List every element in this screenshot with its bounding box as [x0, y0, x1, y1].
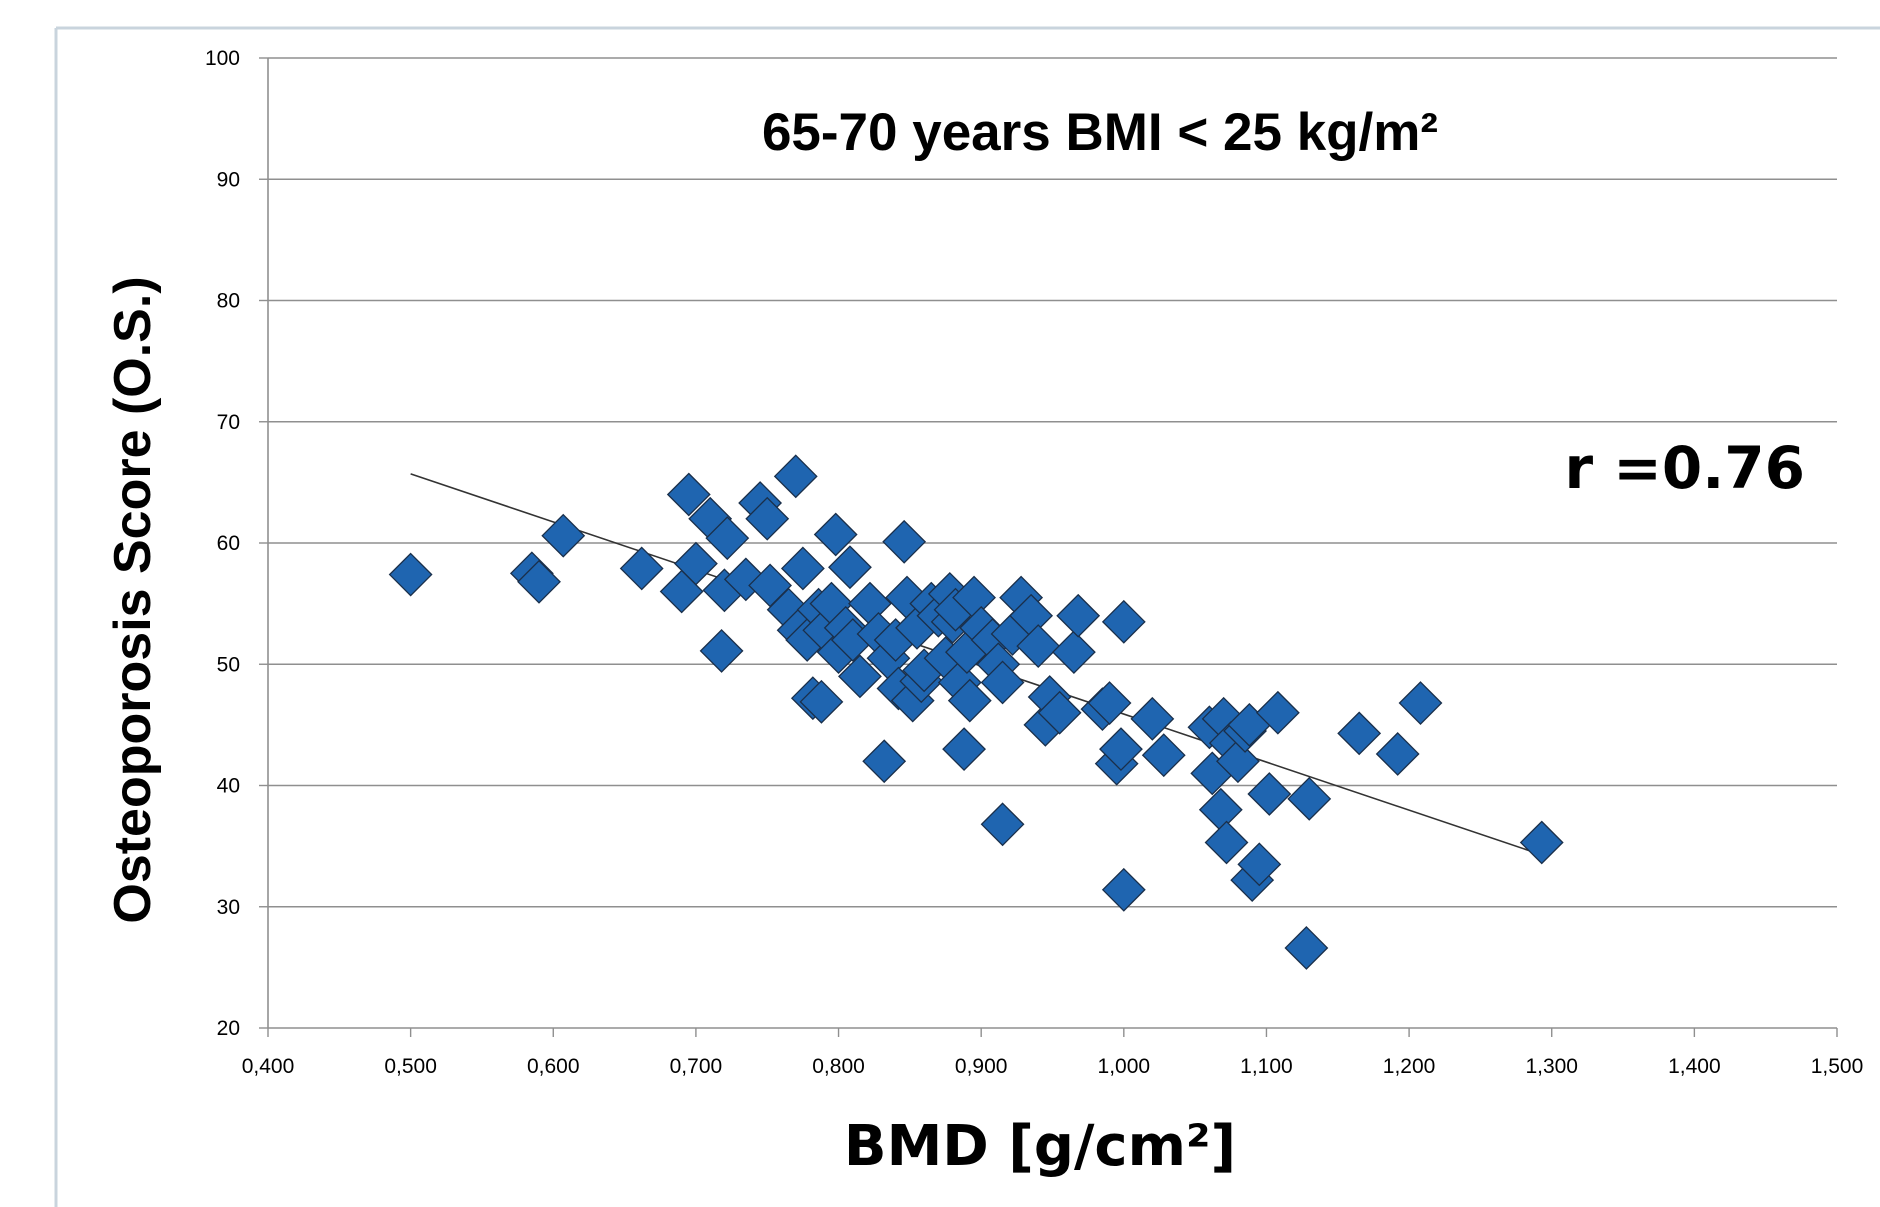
x-tick-label-11: 1,500: [1811, 1055, 1864, 1078]
y-tick-labels: 20 30 40 50 60 70 80 90 100: [205, 47, 240, 1040]
data-point: [1338, 712, 1380, 754]
x-tick-label-0: 0,400: [242, 1055, 295, 1078]
data-point: [1377, 733, 1419, 775]
y-tick-label-50: 50: [217, 653, 240, 676]
x-tick-label-7: 1,100: [1240, 1055, 1293, 1078]
data-point: [1103, 869, 1145, 911]
data-point: [883, 521, 925, 563]
data-point: [1248, 773, 1290, 815]
data-point: [1053, 631, 1095, 673]
x-tick-label-8: 1,200: [1383, 1055, 1436, 1078]
x-tick-label-5: 0,900: [955, 1055, 1008, 1078]
x-tick-label-10: 1,400: [1668, 1055, 1721, 1078]
y-tick-label-70: 70: [217, 411, 240, 434]
x-tick-label-1: 0,500: [384, 1055, 437, 1078]
x-tick-label-3: 0,700: [670, 1055, 723, 1078]
y-tick-label-20: 20: [217, 1017, 240, 1040]
data-point: [1143, 734, 1185, 776]
data-point: [1206, 821, 1248, 863]
x-tick-label-2: 0,600: [527, 1055, 580, 1078]
data-point: [775, 455, 817, 497]
data-point: [1057, 595, 1099, 637]
data-point: [1285, 927, 1327, 969]
data-point: [1288, 778, 1330, 820]
data-points: [390, 455, 1563, 969]
axes: [259, 58, 1837, 1037]
data-point: [621, 547, 663, 589]
x-axis-label: BMD [g/cm²]: [844, 1114, 1236, 1179]
x-tick-label-4: 0,800: [812, 1055, 865, 1078]
y-tick-label-40: 40: [217, 775, 240, 798]
data-point: [1103, 601, 1145, 643]
data-point: [982, 803, 1024, 845]
y-tick-label-80: 80: [217, 290, 240, 313]
data-point: [390, 554, 432, 596]
data-point: [1131, 698, 1173, 740]
x-tick-labels: 0,400 0,500 0,600 0,700 0,800 0,900 1,000 1,100…: [242, 1055, 1864, 1078]
x-tick-label-6: 1,000: [1098, 1055, 1151, 1078]
correlation-annotation: r =0.76: [1565, 434, 1806, 502]
data-point: [1200, 789, 1242, 831]
y-tick-label-100: 100: [205, 47, 240, 70]
x-tick-label-9: 1,300: [1525, 1055, 1578, 1078]
y-tick-label-90: 90: [217, 168, 240, 191]
data-point: [1521, 821, 1563, 863]
data-point: [943, 728, 985, 770]
y-axis-label: Osteoporosis Score (O.S.): [104, 276, 162, 923]
data-point: [863, 740, 905, 782]
data-point: [1400, 682, 1442, 724]
y-tick-label-60: 60: [217, 532, 240, 555]
chart-title: 65-70 years BMI < 25 kg/m²: [762, 103, 1438, 162]
y-tick-label-30: 30: [217, 896, 240, 919]
data-point: [701, 630, 743, 672]
